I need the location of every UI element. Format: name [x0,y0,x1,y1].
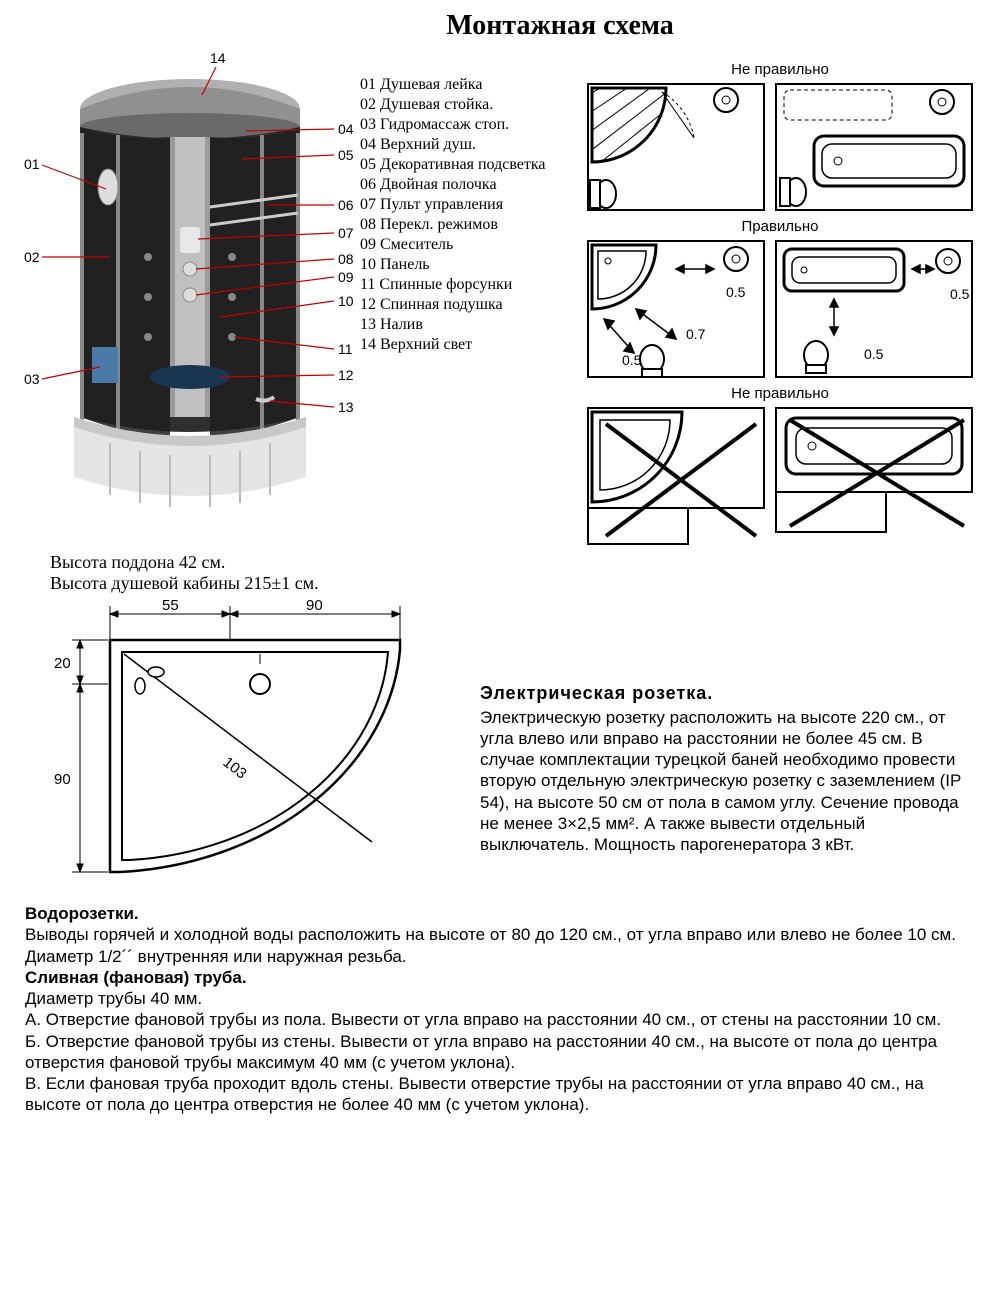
callout-11: 11 [338,342,353,356]
spec-text: Высота поддона 42 см. Высота душевой каб… [20,552,470,594]
spec-cabin: Высота душевой кабины 215±1 см. [50,573,470,594]
layout-wrong-b [774,82,974,212]
spec-tray: Высота поддона 42 см. [50,552,470,573]
svg-text:20: 20 [54,655,71,672]
callout-02: 02 [24,250,40,264]
legend-09: 09 Смеситель [360,235,580,255]
layout-wrong-c [586,406,766,546]
callout-13: 13 [338,400,354,414]
label-wrong-2: Не правильно [580,385,980,402]
mid-row: Высота поддона 42 см. Высота душевой каб… [20,552,980,899]
water-body: Выводы горячей и холодной воды расположи… [25,924,975,967]
legend-03: 03 Гидромассаж стоп. [360,115,580,135]
legend-12: 12 Спинная подушка [360,295,580,315]
water-heading: Водорозетки. [25,903,975,924]
legend-10: 10 Панель [360,255,580,275]
electrical-section: Электрическая розетка. Электрическую роз… [470,552,980,899]
label-right: Правильно [580,218,980,235]
drain-heading: Сливная (фановая) труба. [25,967,975,988]
callout-07: 07 [338,226,354,240]
svg-text:90: 90 [306,597,323,614]
legend: 01 Душевая лейка 02 Душевая стойка. 03 Г… [360,47,580,552]
callout-08: 08 [338,252,354,266]
layout-right-a: 0.5 0.7 0.5 [586,239,766,379]
legend-01: 01 Душевая лейка [360,75,580,95]
svg-text:0.5: 0.5 [622,352,642,368]
bottom-text: Водорозетки. Выводы горячей и холодной в… [20,903,980,1116]
elec-body: Электрическую розетку расположить на выс… [480,707,970,856]
callout-01: 01 [24,157,40,171]
svg-text:0.7: 0.7 [686,326,706,342]
cabin-diagram: 01 02 03 14 04 05 06 07 08 09 10 11 12 1… [20,47,360,547]
legend-02: 02 Душевая стойка. [360,95,580,115]
callout-05: 05 [338,148,354,162]
legend-05: 05 Декоративная подсветка [360,155,580,175]
drain-0: Диаметр трубы 40 мм. [25,988,975,1009]
layout-right-b: 0.5 0.5 [774,239,974,379]
drain-b: Б. Отверстие фановой трубы из стены. Выв… [25,1031,975,1074]
drain-c: В. Если фановая труба проходит вдоль сте… [25,1073,975,1116]
svg-text:0.5: 0.5 [864,346,884,362]
legend-08: 08 Перекл. режимов [360,215,580,235]
legend-04: 04 Верхний душ. [360,135,580,155]
layout-wrong-d [774,406,974,546]
legend-14: 14 Верхний свет [360,335,580,355]
svg-text:55: 55 [162,597,179,614]
callout-10: 10 [338,294,354,308]
label-wrong-1: Не правильно [580,61,980,78]
plan-view: 55 90 20 90 [20,594,470,899]
layouts: Не правильно [580,47,980,552]
plan-column: Высота поддона 42 см. Высота душевой каб… [20,552,470,899]
callout-09: 09 [338,270,354,284]
callout-03: 03 [24,372,40,386]
svg-text:90: 90 [54,771,71,788]
page-title: Монтажная схема [20,10,980,42]
legend-13: 13 Налив [360,315,580,335]
callout-14: 14 [210,51,226,65]
svg-text:0.5: 0.5 [726,284,746,300]
elec-title: Электрическая розетка. [480,682,970,705]
legend-11: 11 Спинные форсунки [360,275,580,295]
layout-wrong-a [586,82,766,212]
legend-07: 07 Пульт управления [360,195,580,215]
drain-a: А. Отверстие фановой трубы из пола. Выве… [25,1009,975,1030]
top-row: 01 02 03 14 04 05 06 07 08 09 10 11 12 1… [20,47,980,552]
legend-06: 06 Двойная полочка [360,175,580,195]
callout-06: 06 [338,198,354,212]
cabin-svg [20,47,360,547]
callout-04: 04 [338,122,354,136]
svg-text:0.5: 0.5 [950,286,970,302]
callout-12: 12 [338,368,354,382]
